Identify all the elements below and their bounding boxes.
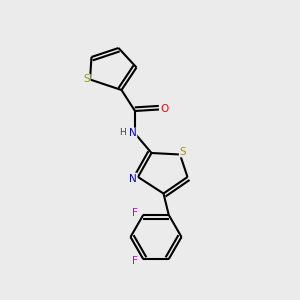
Text: S: S — [83, 74, 90, 85]
Text: H: H — [119, 128, 126, 137]
Text: N: N — [129, 173, 136, 184]
Text: N: N — [129, 128, 136, 139]
Text: S: S — [180, 146, 186, 157]
Text: O: O — [160, 104, 169, 115]
Text: F: F — [132, 256, 138, 266]
Text: F: F — [132, 208, 138, 218]
